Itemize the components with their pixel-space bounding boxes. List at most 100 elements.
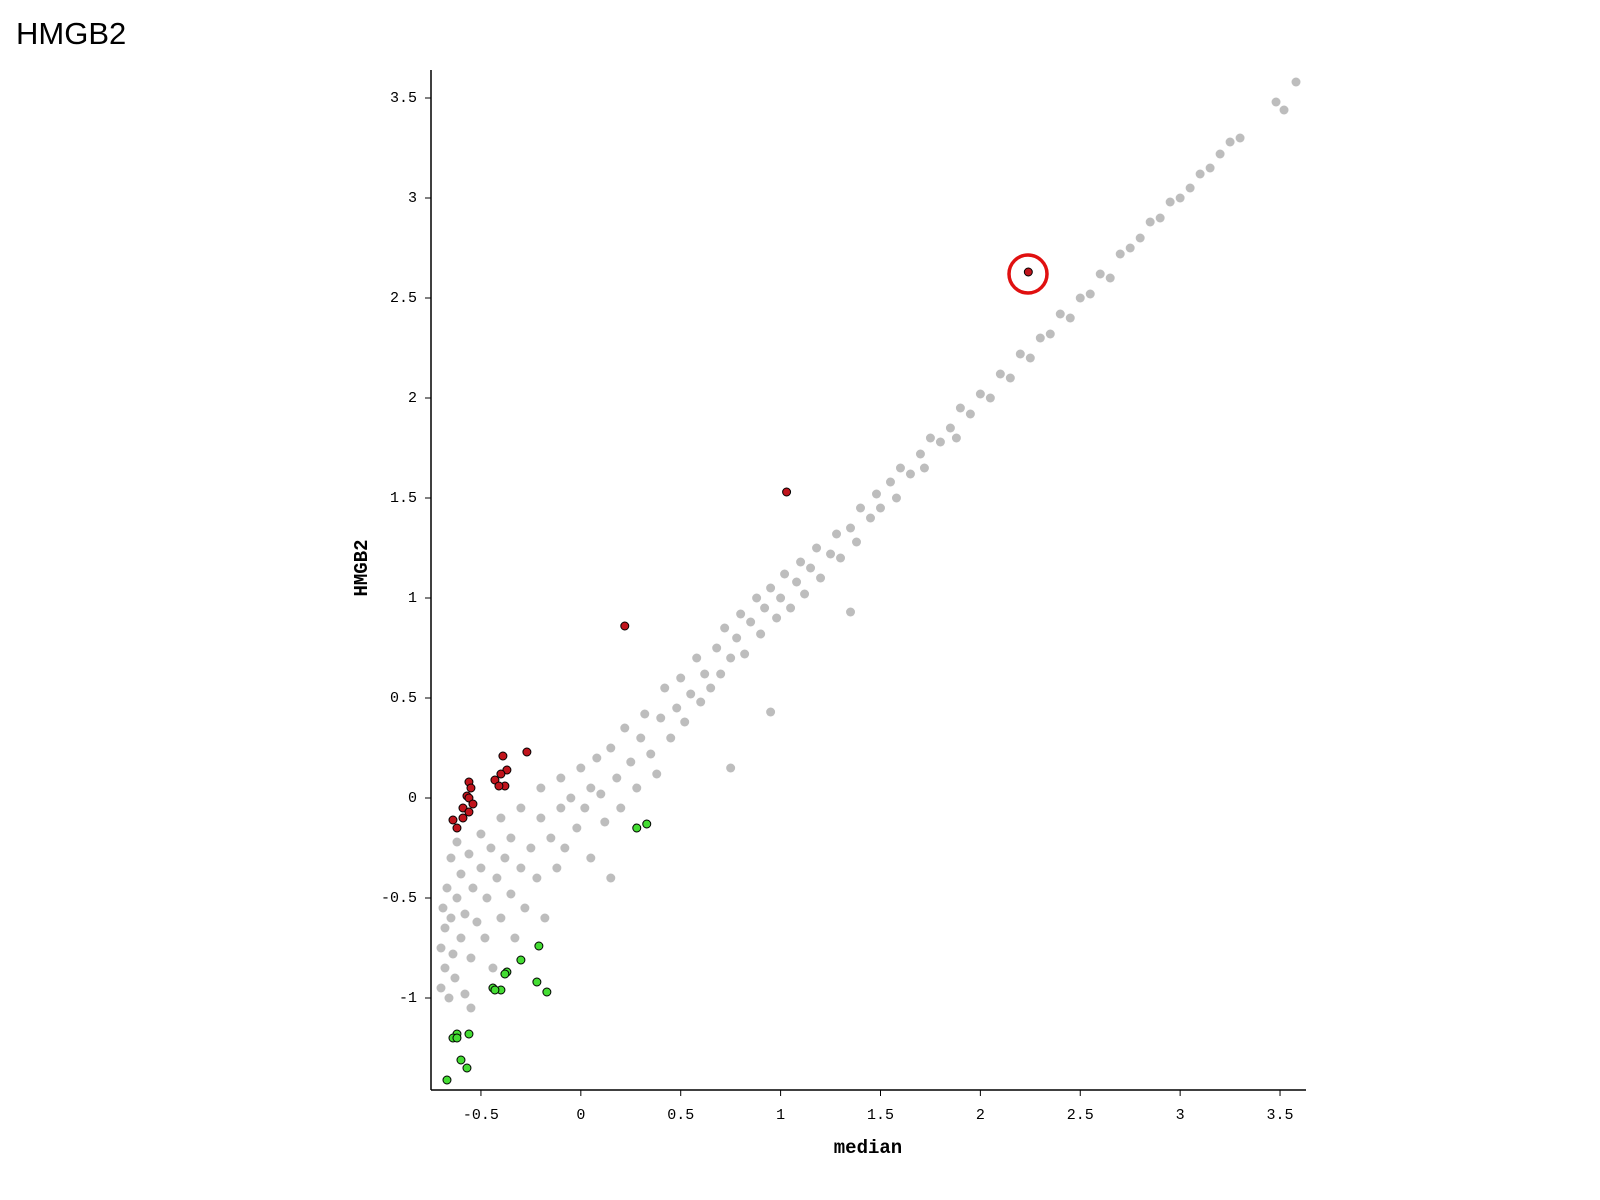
point	[1075, 293, 1085, 303]
point	[532, 977, 542, 987]
point	[1279, 105, 1289, 115]
point	[456, 1055, 466, 1065]
point	[1235, 133, 1245, 143]
point	[756, 629, 766, 639]
point	[466, 953, 476, 963]
point	[766, 583, 776, 593]
point	[732, 633, 742, 643]
point	[686, 689, 696, 699]
point	[586, 783, 596, 793]
point	[746, 617, 756, 627]
point	[450, 973, 460, 983]
point	[786, 603, 796, 613]
point	[496, 813, 506, 823]
point	[540, 913, 550, 923]
point	[1225, 137, 1235, 147]
point	[1185, 183, 1195, 193]
point	[600, 817, 610, 827]
point	[500, 853, 510, 863]
point	[646, 749, 656, 759]
point	[586, 853, 596, 863]
point	[460, 909, 470, 919]
point	[1095, 269, 1105, 279]
point	[806, 563, 816, 573]
point	[925, 433, 935, 443]
point	[1215, 149, 1225, 159]
point	[448, 815, 458, 825]
point	[500, 969, 510, 979]
x-tick-label: 2.5	[1067, 1107, 1094, 1124]
point	[1085, 289, 1095, 299]
point	[1025, 353, 1035, 363]
point	[885, 477, 895, 487]
point	[672, 703, 682, 713]
point	[506, 889, 516, 899]
point	[612, 773, 622, 783]
point	[448, 949, 458, 959]
point	[772, 613, 782, 623]
point	[1065, 313, 1075, 323]
point	[792, 577, 802, 587]
x-tick-label: 0.5	[667, 1107, 694, 1124]
y-tick-label: 1.5	[390, 490, 417, 507]
point	[1045, 329, 1055, 339]
point	[632, 783, 642, 793]
point	[642, 819, 652, 829]
point	[446, 853, 456, 863]
point	[985, 393, 995, 403]
x-tick-label: 1	[776, 1107, 785, 1124]
point	[1291, 77, 1301, 87]
point	[606, 873, 616, 883]
point	[516, 955, 526, 965]
point	[836, 553, 846, 563]
point	[846, 607, 856, 617]
point	[556, 773, 566, 783]
point	[826, 549, 836, 559]
point	[995, 369, 1005, 379]
point	[442, 1075, 452, 1085]
point	[766, 707, 776, 717]
y-tick-label: -1	[399, 990, 417, 1007]
point	[1115, 249, 1125, 259]
point	[444, 993, 454, 1003]
point	[482, 893, 492, 903]
point	[452, 1033, 462, 1043]
point	[780, 569, 790, 579]
point	[895, 463, 905, 473]
point	[740, 649, 750, 659]
point	[532, 873, 542, 883]
point	[891, 493, 901, 503]
point	[945, 423, 955, 433]
point	[490, 985, 500, 995]
point	[576, 763, 586, 773]
point	[875, 503, 885, 513]
point	[865, 513, 875, 523]
y-tick-label: 0	[408, 790, 417, 807]
point	[486, 843, 496, 853]
point	[1015, 349, 1025, 359]
point	[464, 1029, 474, 1039]
page-title: HMGB2	[16, 16, 126, 51]
point	[606, 743, 616, 753]
point	[652, 769, 662, 779]
point	[1145, 217, 1155, 227]
point	[796, 557, 806, 567]
point	[676, 673, 686, 683]
point	[616, 803, 626, 813]
point	[760, 603, 770, 613]
point	[716, 669, 726, 679]
point	[446, 913, 456, 923]
point	[442, 883, 452, 893]
point	[572, 823, 582, 833]
point	[520, 903, 530, 913]
point	[494, 781, 504, 791]
point	[460, 989, 470, 999]
point	[656, 713, 666, 723]
point	[620, 621, 630, 631]
point	[534, 941, 544, 951]
point	[580, 803, 590, 813]
point	[951, 433, 961, 443]
point	[905, 469, 915, 479]
x-axis-label: median	[834, 1137, 902, 1159]
